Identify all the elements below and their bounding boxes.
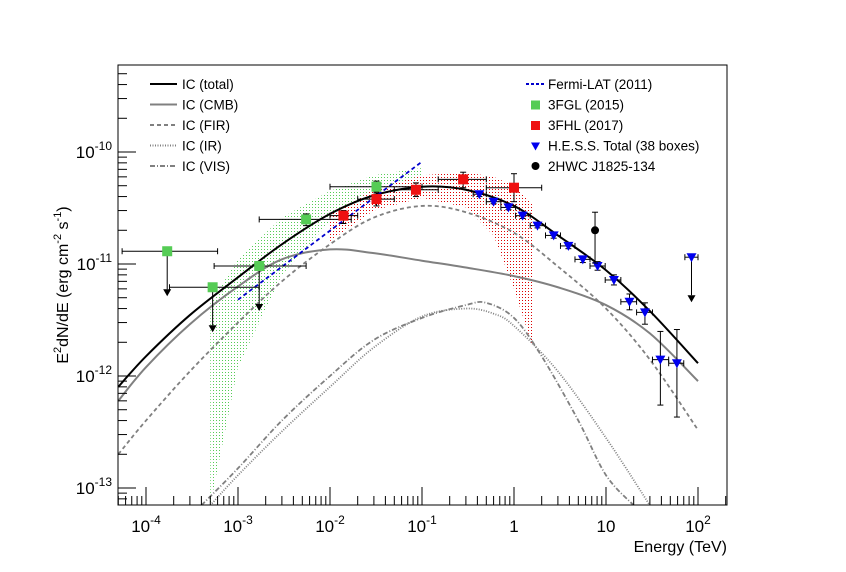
y-tick-label: 10-10 xyxy=(76,139,113,162)
x-tick-label: 10-2 xyxy=(315,513,345,536)
data-point xyxy=(668,329,685,418)
model-curve xyxy=(118,248,699,402)
square-marker xyxy=(410,184,421,195)
data-point xyxy=(258,213,352,227)
data-point xyxy=(651,330,670,406)
legend-label: IC (FIR) xyxy=(182,118,230,133)
data-point xyxy=(545,231,561,241)
model-curve xyxy=(200,301,635,505)
square-marker xyxy=(254,260,265,271)
arrow-head-icon xyxy=(208,325,217,333)
data-point xyxy=(485,173,543,203)
triangle-marker xyxy=(608,275,619,285)
y-tick-label: 10-11 xyxy=(77,251,113,274)
data-point xyxy=(589,261,606,271)
data-point xyxy=(515,211,531,221)
data-point xyxy=(574,255,591,265)
model-curve xyxy=(237,160,423,301)
legend-circle-icon xyxy=(531,162,540,170)
x-tick-label: 10 xyxy=(597,517,616,536)
legend-label: IC (VIS) xyxy=(182,159,230,174)
legend-label: H.E.S.S. Total (38 boxes) xyxy=(548,139,699,154)
data-point xyxy=(604,274,622,286)
legend-label: 2HWC J1825-134 xyxy=(548,159,656,174)
square-marker xyxy=(207,282,218,293)
y-axis-title: E2dN/dE (erg cm-2 s-1) xyxy=(52,206,72,363)
error-band xyxy=(210,167,422,505)
data-point xyxy=(620,293,638,311)
triangle-marker xyxy=(624,297,635,307)
legend-label: IC (CMB) xyxy=(182,98,238,113)
legend-square-icon xyxy=(531,100,540,110)
triangle-marker xyxy=(592,261,603,271)
triangle-marker xyxy=(517,211,528,221)
data-point xyxy=(636,302,653,325)
model-curve xyxy=(118,185,699,388)
triangle-marker xyxy=(671,359,682,369)
triangle-marker xyxy=(563,241,574,251)
x-axis-title: Energy (TeV) xyxy=(634,539,727,556)
triangle-marker xyxy=(686,253,697,263)
arrow-head-icon xyxy=(163,289,172,297)
model-curve xyxy=(209,307,651,505)
legend-label: IC (total) xyxy=(182,77,234,92)
triangle-marker xyxy=(548,231,559,241)
square-marker xyxy=(162,246,173,257)
arrow-head-icon xyxy=(687,295,696,303)
square-marker xyxy=(509,182,519,193)
legend-label: Fermi-LAT (2011) xyxy=(548,77,652,92)
legend-label: 3FHL (2017) xyxy=(548,118,623,133)
data-point xyxy=(168,282,260,333)
data-point xyxy=(393,182,439,198)
data-point xyxy=(485,197,502,207)
data-point xyxy=(500,203,517,213)
square-marker xyxy=(371,181,382,192)
triangle-marker xyxy=(488,197,499,207)
data-point xyxy=(357,192,395,207)
square-marker xyxy=(338,210,349,221)
y-tick-label: 10-12 xyxy=(76,363,113,386)
data-point xyxy=(329,180,423,193)
data-point xyxy=(213,260,307,311)
data-point xyxy=(684,253,699,303)
circle-marker xyxy=(591,226,600,235)
data-point xyxy=(121,246,219,297)
data-point xyxy=(329,210,359,224)
data-point xyxy=(591,211,600,264)
triangle-marker xyxy=(503,203,514,213)
x-tick-label: 10-3 xyxy=(223,513,253,536)
error-band xyxy=(330,172,533,348)
legend-label: IC (IR) xyxy=(182,139,222,154)
data-point xyxy=(472,190,487,200)
x-tick-label: 10-4 xyxy=(131,513,161,536)
data-point xyxy=(529,221,547,231)
model-curve xyxy=(118,204,699,455)
triangle-marker xyxy=(532,221,543,231)
square-marker xyxy=(371,194,382,205)
y-tick-label: 10-13 xyxy=(76,475,113,498)
x-tick-label: 102 xyxy=(685,513,711,536)
square-marker xyxy=(301,214,312,225)
triangle-marker xyxy=(655,355,666,365)
square-marker xyxy=(458,174,469,185)
x-tick-label: 1 xyxy=(509,517,518,536)
triangle-marker xyxy=(577,255,588,265)
x-tick-label: 10-1 xyxy=(407,513,437,536)
data-point xyxy=(559,241,576,251)
legend-label: 3FGL (2015) xyxy=(548,98,624,113)
legend-triangle-icon xyxy=(531,142,540,151)
arrow-head-icon xyxy=(255,303,264,311)
triangle-marker xyxy=(639,308,650,318)
triangle-marker xyxy=(474,190,485,200)
data-point xyxy=(437,171,487,189)
legend-square-icon xyxy=(531,121,540,130)
